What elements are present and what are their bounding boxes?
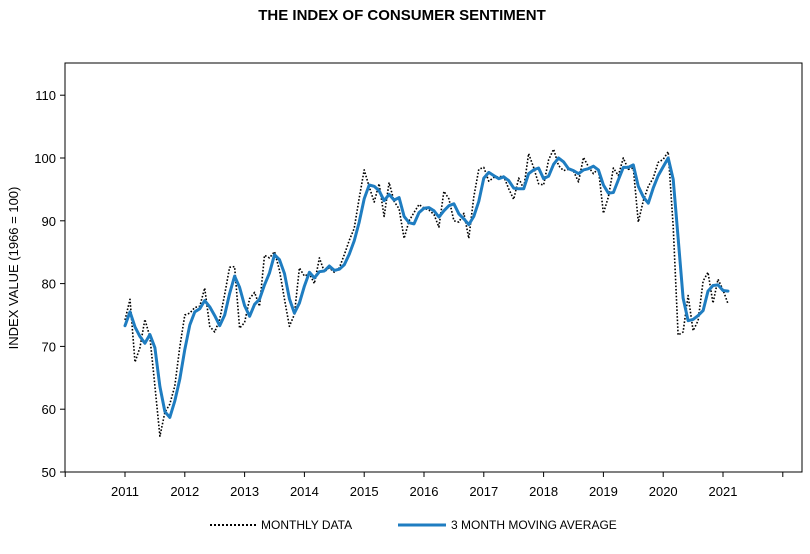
x-tick-label: 2012 (170, 484, 199, 499)
legend-item-moving-average: 3 MONTH MOVING AVERAGE (398, 518, 617, 532)
legend-label-moving-average: 3 MONTH MOVING AVERAGE (451, 518, 617, 532)
series-line-monthly (124, 148, 729, 438)
x-tick-label: 2016 (410, 484, 439, 499)
x-tick-label: 2020 (649, 484, 678, 499)
y-tick-label: 70 (42, 339, 56, 354)
x-tick-label: 2014 (290, 484, 319, 499)
series-line-moving-average (123, 156, 730, 419)
series-layer (123, 148, 730, 438)
x-tick-label: 2018 (529, 484, 558, 499)
x-tick-label: 2019 (589, 484, 618, 499)
y-tick-label: 50 (42, 465, 56, 480)
chart-title: THE INDEX OF CONSUMER SENTIMENT (258, 7, 546, 24)
x-axis: 2011 2012 2013 2014 2015 2016 2017 2018 2019 2020… (64, 472, 784, 499)
x-tick-label: 2017 (469, 484, 498, 499)
y-tick-label: 90 (42, 214, 56, 229)
x-tick-label: 2015 (350, 484, 379, 499)
y-axis: 50 60 70 80 90 100 110 (34, 88, 65, 480)
legend: MONTHLY DATA 3 MONTH MOVING AVERAGE (210, 518, 617, 532)
y-tick-label: 110 (35, 88, 56, 103)
y-axis-label: INDEX VALUE (1966 = 100) (6, 187, 21, 350)
x-tick-label: 2021 (709, 484, 738, 499)
x-tick-label: 2011 (111, 484, 139, 499)
x-tick-label: 2013 (230, 484, 259, 499)
legend-label-monthly: MONTHLY DATA (261, 518, 352, 532)
plot-area (64, 62, 803, 473)
y-tick-label: 60 (42, 402, 56, 417)
y-tick-label: 80 (42, 277, 56, 292)
y-tick-label: 100 (34, 151, 56, 166)
legend-item-monthly: MONTHLY DATA (210, 518, 352, 532)
